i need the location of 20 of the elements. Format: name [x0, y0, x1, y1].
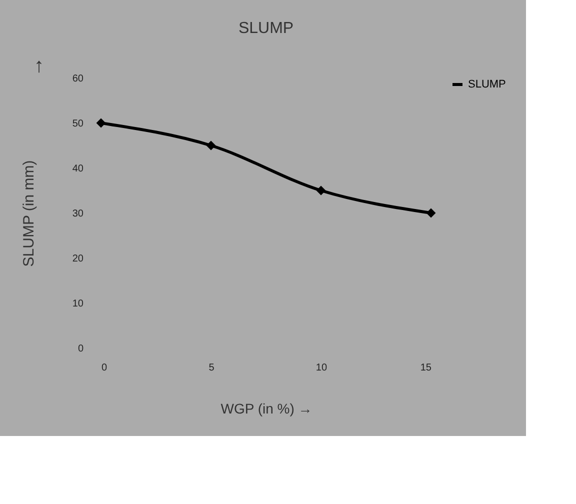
point: [206, 140, 216, 150]
y-tick-label: 20: [72, 254, 84, 264]
x-tick-label: 15: [420, 362, 432, 374]
text: ↑: [34, 55, 44, 77]
x-tick-label: 10: [316, 362, 328, 374]
y-tick-label: 50: [72, 118, 84, 130]
y-tick-label: 10: [72, 298, 84, 310]
point: [96, 118, 106, 128]
y-tick-label: 30: [72, 208, 84, 220]
point: [426, 208, 436, 218]
y-tick-label: 40: [72, 164, 84, 174]
point: [316, 186, 326, 196]
y-tick-label: 0: [78, 344, 84, 354]
legend-label: SLUMP: [468, 78, 506, 90]
x-tick-label: 0: [102, 362, 108, 374]
y-tick-label: 60: [72, 74, 84, 84]
chart-title: SLUMP: [238, 20, 294, 37]
x-tick-label: 5: [208, 362, 215, 374]
y-axis-title: SLUMP (in mm): [20, 160, 38, 267]
x-axis-title: WGP (in %) →: [220, 400, 312, 416]
